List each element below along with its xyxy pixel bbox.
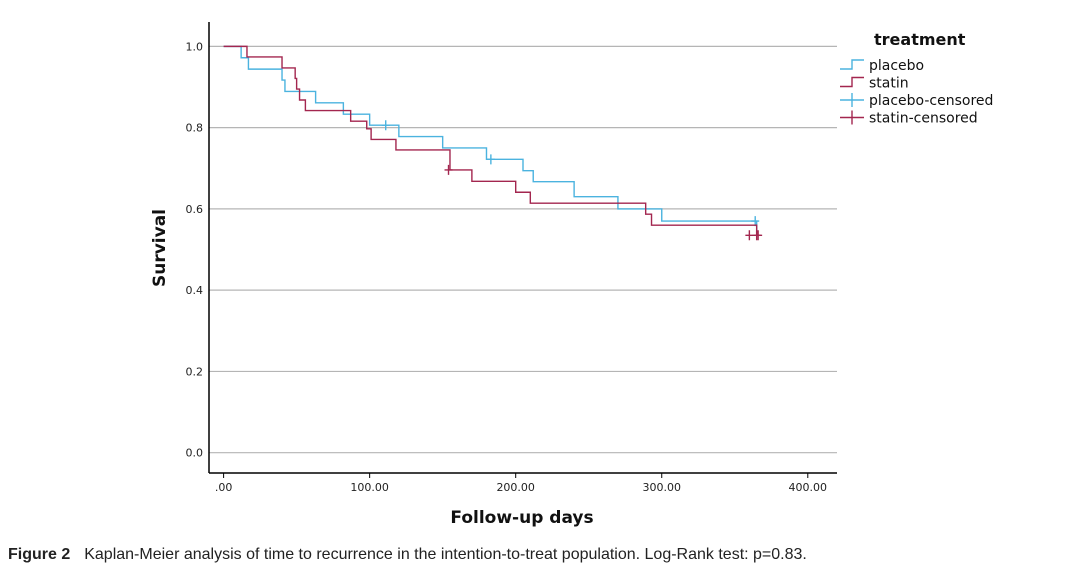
legend-title: treatment <box>874 30 966 49</box>
y-tick-label: 0.0 <box>186 447 204 460</box>
figure-caption: Figure 2 Kaplan-Meier analysis of time to… <box>8 546 1068 564</box>
x-axis-title: Follow-up days <box>450 508 593 528</box>
censor-mark-placebo <box>381 120 390 131</box>
censor-mark-statin <box>754 230 763 241</box>
y-axis-ticks: 0.0 0.2 0.4 0.6 0.8 1.0 <box>186 40 204 459</box>
x-tick-label: 200.00 <box>496 481 535 494</box>
series-statin <box>223 45 763 241</box>
series-placebo <box>223 45 760 234</box>
censor-mark-statin <box>444 164 453 175</box>
y-tick-label: 0.8 <box>186 122 204 135</box>
caption-text: Kaplan-Meier analysis of time to recurre… <box>84 546 807 563</box>
legend-label: placebo-censored <box>869 93 993 109</box>
y-tick-label: 1.0 <box>186 40 204 53</box>
x-tick-label: 400.00 <box>789 481 828 494</box>
caption-label: Figure 2 <box>8 546 71 563</box>
legend-label: statin-censored <box>869 111 978 127</box>
legend-entry-placebo: placebo <box>840 58 924 74</box>
y-tick-label: 0.4 <box>186 284 204 297</box>
km-chart: 0.0 0.2 0.4 0.6 0.8 1.0 .00 100.00 200.00 300.00… <box>150 22 993 528</box>
x-tick-label: .00 <box>215 481 233 494</box>
legend-label: placebo <box>869 58 924 74</box>
legend-swatch-censor <box>840 110 864 125</box>
legend-swatch-step <box>840 59 864 70</box>
series-layer <box>223 45 763 241</box>
legend-swatch-step <box>840 76 864 88</box>
legend-entry-placebo-censored: placebo-censored <box>840 93 993 109</box>
censor-mark-statin <box>745 230 754 241</box>
x-tick-label: 300.00 <box>642 481 681 494</box>
grid-lines <box>209 45 837 454</box>
x-tick-label: 100.00 <box>350 481 389 494</box>
y-tick-label: 0.6 <box>186 203 204 216</box>
survival-curve-placebo <box>223 45 758 234</box>
censor-mark-placebo <box>751 216 760 227</box>
legend-entry-statin: statin <box>840 76 909 92</box>
legend-entry-statin-censored: statin-censored <box>840 110 978 127</box>
legend-label: statin <box>869 76 909 92</box>
y-axis-title: Survival <box>150 209 170 287</box>
censor-mark-placebo <box>486 154 495 165</box>
survival-curve-statin <box>223 45 758 236</box>
legend-swatch-censor <box>840 93 864 107</box>
y-tick-label: 0.2 <box>186 365 204 378</box>
x-axis-ticks: .00 100.00 200.00 300.00 400.00 <box>215 473 827 494</box>
